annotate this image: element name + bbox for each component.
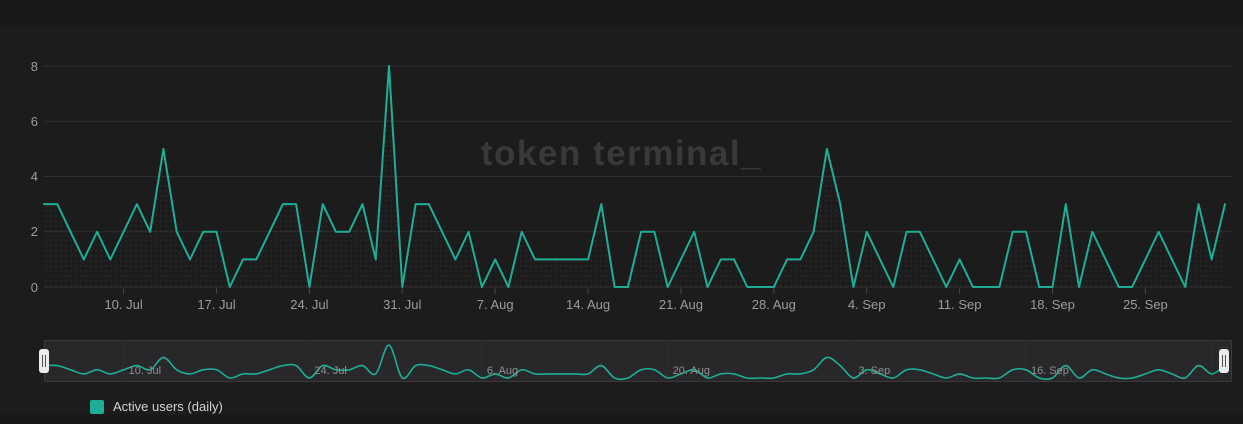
x-axis-label: 7. Aug	[476, 297, 514, 312]
legend-label: Active users (daily)	[113, 399, 223, 414]
x-axis-label: 21. Aug	[658, 297, 703, 312]
legend-swatch	[90, 399, 104, 414]
x-axis-label: 31. Jul	[383, 297, 422, 312]
mini-x-label: 6. Aug	[486, 365, 519, 377]
bottom-band	[0, 414, 1243, 424]
y-axis-label: 8	[30, 58, 38, 74]
x-axis-label: 14. Aug	[565, 297, 611, 312]
legend-item[interactable]: Active users (daily)	[90, 399, 223, 414]
x-axis-label: 17. Jul	[197, 297, 236, 312]
x-axis-label: 11. Sep	[937, 297, 982, 312]
y-axis-label: 0	[30, 279, 38, 295]
brush-handle-left[interactable]	[39, 349, 49, 373]
x-axis-label: 24. Jul	[290, 297, 329, 312]
y-axis-label: 6	[30, 113, 38, 129]
mini-x-label: 3. Sep	[858, 365, 891, 377]
mini-x-label: 16. Sep	[1030, 365, 1069, 377]
mini-x-label: 24. Jul	[314, 365, 347, 377]
mini-x-label: 10. Jul	[128, 365, 162, 377]
brush-chart[interactable]	[45, 341, 1231, 381]
y-axis-label: 4	[30, 169, 38, 184]
mini-line	[45, 344, 1226, 380]
watermark: token terminal_	[480, 134, 763, 173]
x-axis-label: 25. Sep	[1122, 297, 1168, 312]
x-axis-label: 18. Sep	[1030, 297, 1075, 312]
y-axis-label: 2	[30, 224, 38, 240]
header-band	[0, 0, 1243, 26]
mini-x-label: 20. Aug	[672, 365, 710, 377]
brush-panel[interactable]: 10. Jul 24. Jul 6. Aug 20. Aug 3. Sep 16. Sep	[44, 340, 1232, 382]
area-fill	[44, 66, 1225, 287]
x-axis-label: 10. Jul	[104, 297, 143, 312]
x-axis-label: 28. Aug	[751, 297, 796, 312]
active-users-line	[43, 65, 1226, 288]
x-axis-label: 4. Sep	[847, 297, 886, 312]
brush-handle-right[interactable]	[1219, 349, 1229, 373]
main-chart[interactable]	[0, 0, 1243, 335]
